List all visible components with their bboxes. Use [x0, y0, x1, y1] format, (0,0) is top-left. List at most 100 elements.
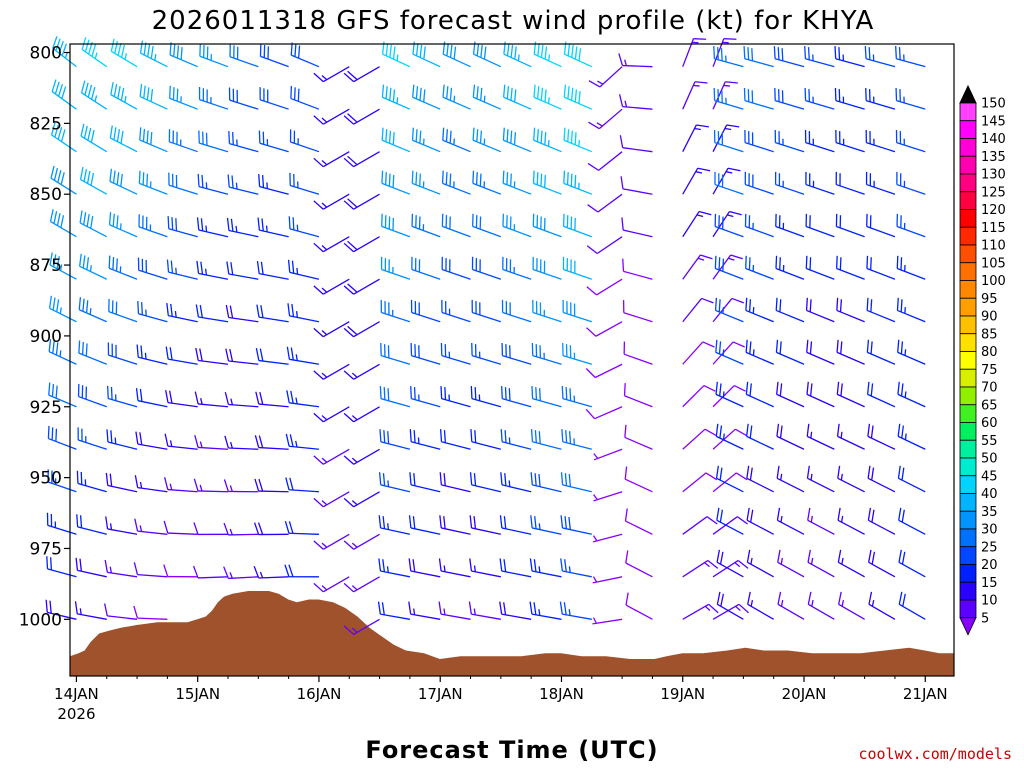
wind-barb	[682, 428, 717, 450]
wind-barb	[622, 300, 653, 323]
wind-barb	[438, 558, 471, 578]
wind-barb	[139, 127, 168, 153]
wind-barb	[804, 129, 835, 153]
wind-barb	[223, 479, 259, 493]
wind-barb	[138, 170, 168, 195]
wind-barb	[713, 129, 744, 153]
wind-barb	[776, 381, 805, 408]
wind-barb	[108, 298, 138, 323]
wind-barb	[712, 428, 747, 450]
wind-barb	[532, 213, 562, 238]
wind-barb	[866, 255, 896, 280]
wind-barb	[618, 53, 653, 68]
colorbar-swatch	[959, 138, 977, 157]
wind-barb	[133, 605, 168, 620]
wind-barb	[343, 151, 380, 168]
wind-barb	[532, 170, 562, 195]
wind-barb	[343, 533, 380, 550]
x-tick-sublabel: 2026	[57, 705, 95, 723]
wind-barb	[530, 472, 562, 493]
wind-barb	[471, 256, 502, 280]
wind-barb	[256, 304, 289, 323]
colorbar-swatch	[959, 457, 977, 477]
wind-barb	[712, 124, 740, 152]
wind-barb	[620, 176, 653, 195]
wind-barb	[712, 559, 749, 578]
wind-barb	[110, 82, 138, 110]
wind-barb	[715, 339, 744, 365]
wind-barb	[138, 214, 168, 238]
wind-barb	[411, 256, 441, 280]
colorbar-label: 40	[981, 487, 998, 502]
wind-barb	[258, 130, 289, 153]
wind-barb	[441, 256, 471, 280]
y-tick-label: 900	[30, 327, 62, 347]
wind-barb	[834, 87, 865, 110]
wind-barb	[867, 465, 896, 493]
wind-barb	[501, 342, 532, 365]
x-tick-label: 19JAN	[660, 685, 705, 703]
wind-barb	[80, 80, 108, 110]
wind-barb	[776, 423, 805, 450]
wind-barb	[163, 520, 198, 535]
wind-barb	[106, 429, 138, 450]
wind-barb	[865, 87, 896, 110]
wind-barb	[712, 384, 746, 408]
wind-barb	[79, 253, 108, 280]
wind-barb	[619, 135, 653, 153]
wind-barb	[194, 435, 229, 450]
wind-barb	[472, 84, 502, 110]
wind-barb	[623, 341, 653, 365]
wind-barb	[313, 533, 350, 550]
wind-barb	[896, 297, 926, 323]
wind-barb	[682, 124, 709, 152]
wind-barb	[290, 42, 320, 68]
wind-barb	[253, 522, 289, 536]
colorbar-label: 15	[981, 576, 998, 591]
wind-barb	[441, 299, 471, 323]
colorbar-label: 30	[981, 523, 998, 538]
wind-barb	[49, 209, 77, 238]
wind-barb	[284, 564, 319, 578]
colorbar-label: 110	[981, 239, 1006, 254]
colorbar-label: 95	[981, 292, 998, 307]
wind-barb	[712, 516, 748, 535]
wind-barb	[470, 429, 502, 450]
wind-barb	[48, 382, 77, 408]
wind-barb	[501, 299, 532, 323]
colorbar-label: 150	[981, 97, 1006, 112]
wind-barb	[774, 171, 805, 195]
colorbar-swatch	[959, 120, 977, 139]
colorbar-label: 65	[981, 398, 998, 413]
wind-barb	[197, 173, 229, 195]
wind-barb	[379, 386, 411, 408]
wind-barb	[223, 566, 259, 580]
wind-barb	[713, 87, 744, 110]
wind-barb	[865, 129, 896, 153]
colorbar-swatch	[959, 173, 977, 193]
colorbar-label: 20	[981, 558, 998, 573]
wind-barb	[286, 390, 320, 408]
colorbar-label: 100	[981, 274, 1006, 289]
wind-barb	[313, 236, 350, 253]
wind-barb	[715, 465, 744, 493]
wind-barb	[169, 42, 198, 68]
y-tick-label: 875	[30, 256, 62, 276]
wind-barb	[560, 472, 592, 493]
wind-barb	[225, 348, 259, 365]
wind-barb	[532, 256, 562, 280]
wind-barb	[775, 255, 805, 280]
wind-barb	[623, 383, 653, 408]
wind-barb	[716, 591, 744, 620]
wind-barb	[712, 167, 741, 195]
wind-barb	[777, 591, 805, 620]
wind-barb	[438, 601, 471, 620]
wind-barb	[76, 514, 107, 535]
wind-barb	[196, 260, 229, 280]
wind-barb	[381, 41, 411, 68]
wind-barb	[166, 259, 198, 280]
colorbar-label: 50	[981, 452, 998, 467]
wind-barb	[285, 433, 320, 450]
wind-barb	[259, 43, 289, 68]
wind-barb	[898, 591, 926, 620]
